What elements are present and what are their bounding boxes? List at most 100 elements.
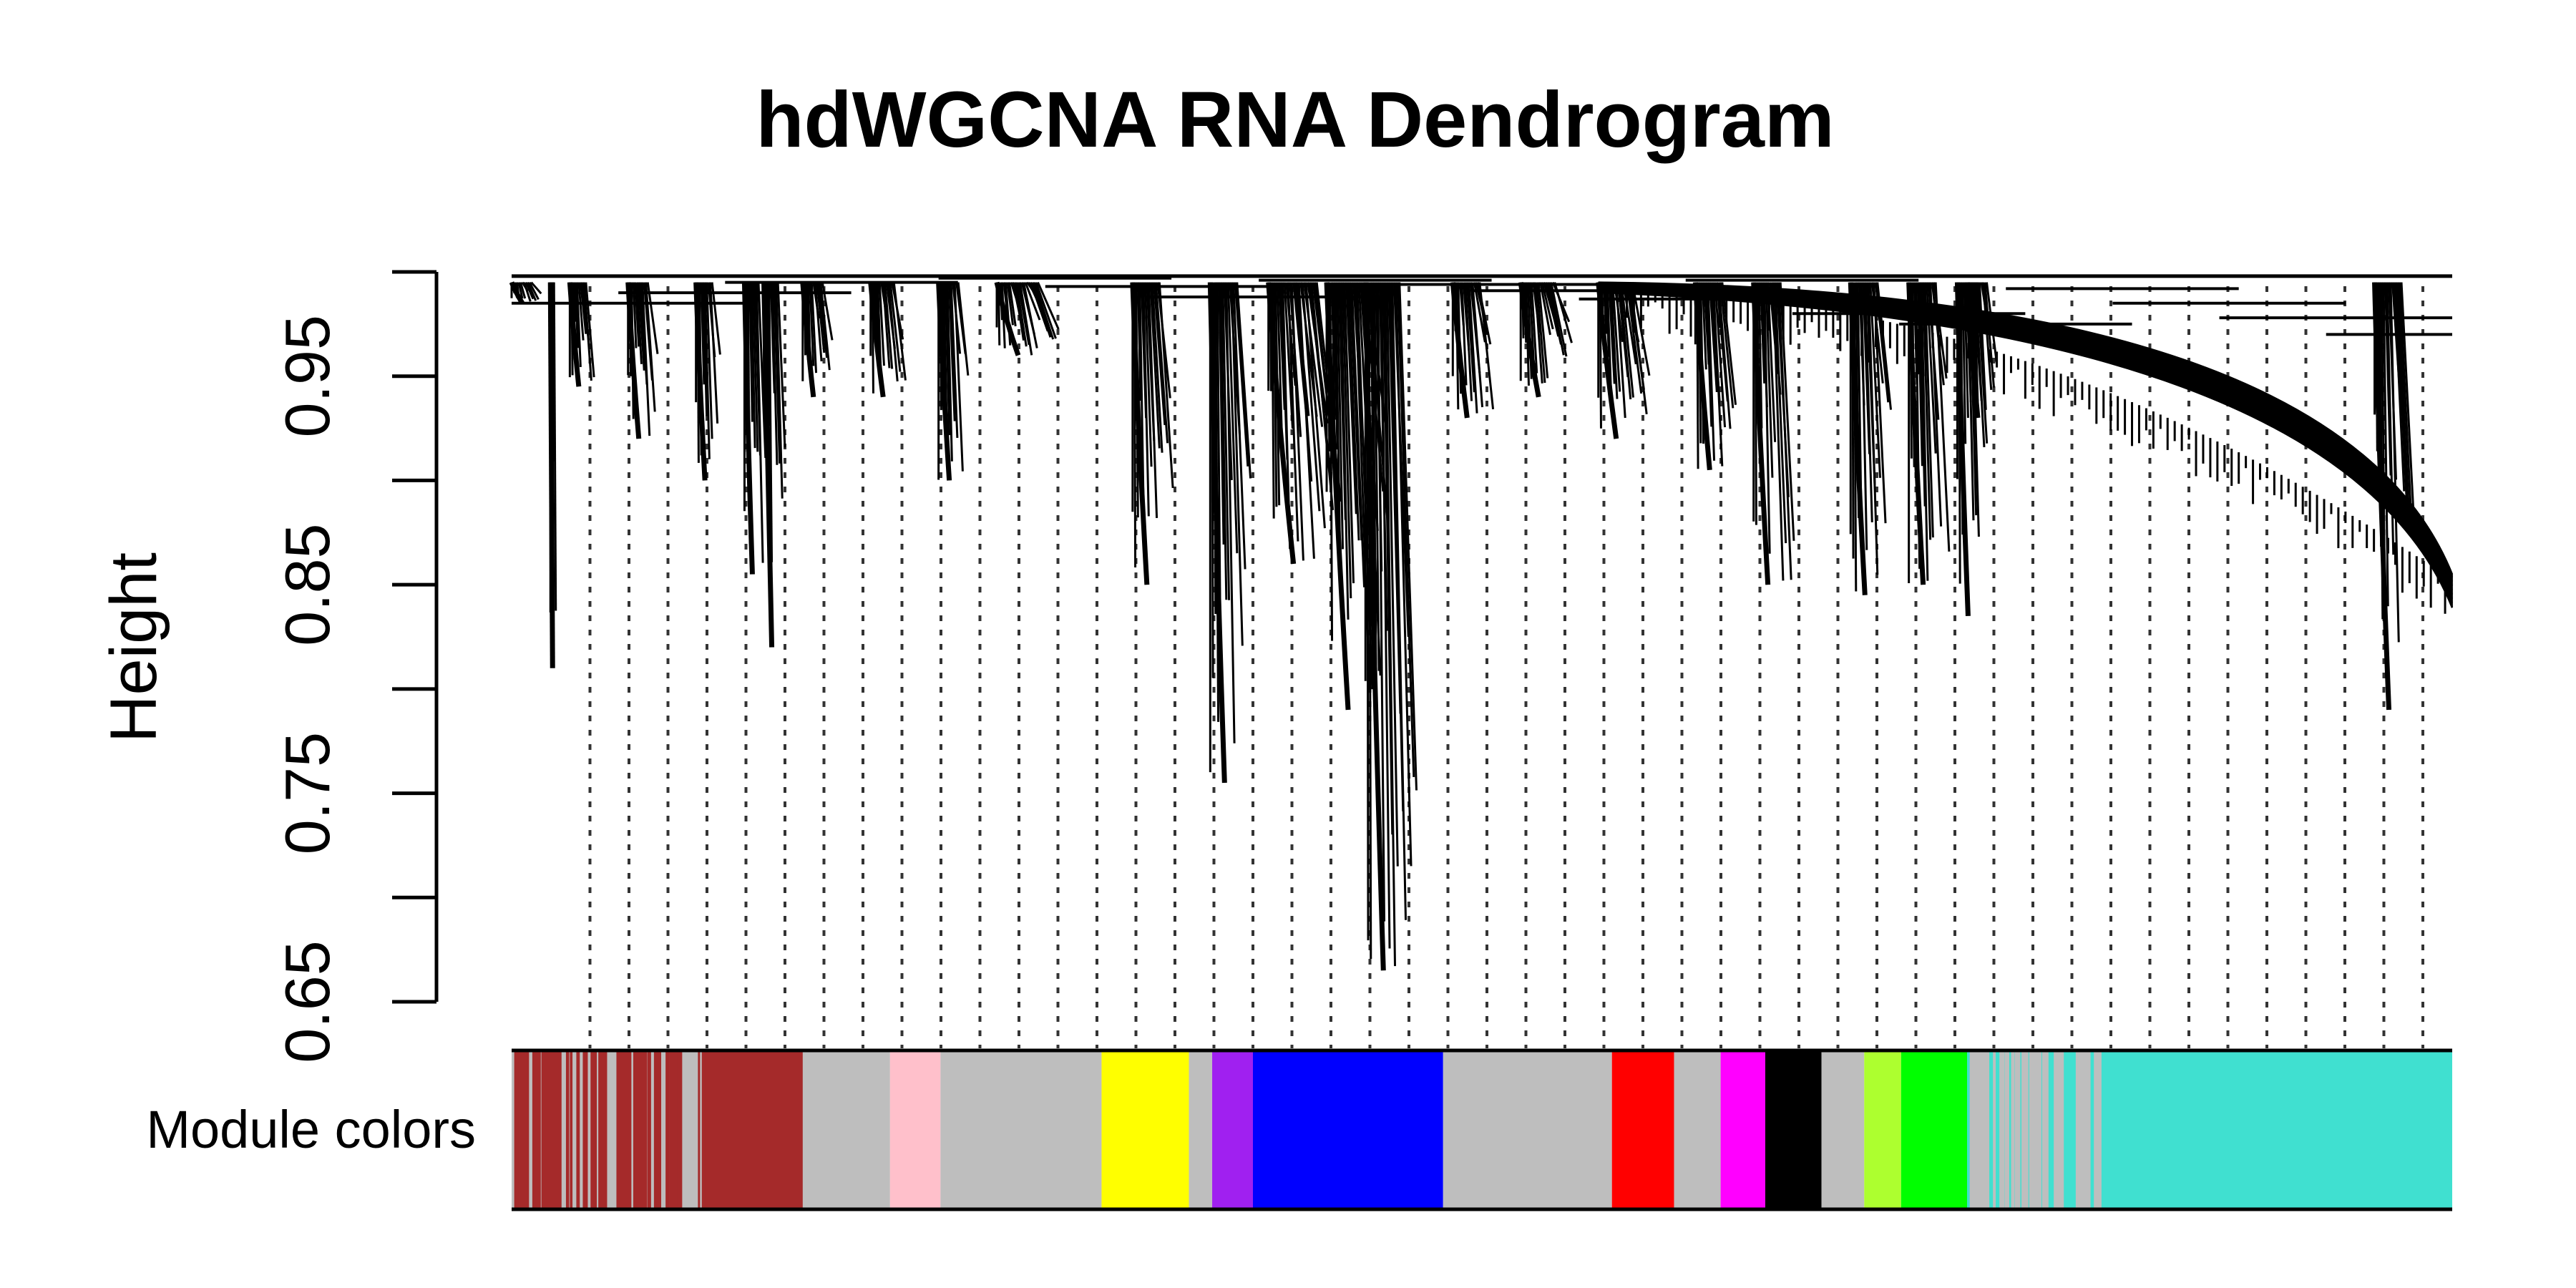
branch-spine (868, 282, 886, 398)
module-mix-stripe (1969, 1050, 1975, 1209)
module-segment (802, 1050, 890, 1209)
branch-stroke (1142, 282, 1150, 517)
branch (509, 281, 542, 305)
module-mix-stripe (616, 1050, 623, 1209)
branch-stroke (1922, 282, 1932, 540)
branch-spine (1266, 282, 1297, 565)
branch-stroke (2389, 282, 2400, 643)
branch-stroke (950, 282, 959, 439)
branch-stroke (889, 282, 902, 372)
branch-stroke (1236, 282, 1252, 479)
branch-stroke (1765, 282, 1774, 478)
branch-stroke (1158, 282, 1174, 489)
module-segment (1189, 1050, 1213, 1209)
branch-stroke (953, 282, 964, 472)
branch-stroke (706, 282, 713, 439)
branch (761, 282, 786, 648)
branch-stroke (1468, 282, 1478, 414)
module-color-bar (512, 1048, 2452, 1211)
module-segment (1443, 1050, 1612, 1209)
branch-stroke (757, 282, 767, 458)
module-mix-stripe (598, 1050, 605, 1209)
branch-stroke (579, 282, 587, 334)
branch (1906, 282, 1951, 585)
branch-stroke (816, 282, 826, 353)
branch-stroke (1615, 282, 1626, 419)
branch (625, 282, 659, 439)
module-mix-stripe (703, 1050, 706, 1209)
branch-stroke (1536, 282, 1546, 384)
branch-stroke (1473, 282, 1486, 343)
branch-stroke (1717, 282, 1732, 429)
module-mix-stripe (533, 1050, 539, 1209)
branch-stroke (814, 282, 823, 361)
branch-spine (1130, 282, 1150, 585)
branch-stroke (771, 282, 779, 465)
branch-stroke (1553, 282, 1573, 343)
module-mix-stripe (2004, 1050, 2009, 1209)
branch-stroke (1037, 281, 1060, 330)
branch-stroke (1331, 282, 1336, 420)
branch-stroke (750, 282, 756, 449)
branch-stroke (946, 282, 953, 462)
branch-stroke (878, 282, 885, 366)
branch-spine (761, 282, 775, 648)
branch-spine (1450, 282, 1470, 419)
branch-stroke (1287, 282, 1299, 542)
branch-stroke (574, 282, 580, 348)
module-segment (1901, 1050, 1967, 1209)
module-mix-stripe (1972, 1050, 1977, 1209)
module-segment (1101, 1050, 1189, 1209)
module-mix-stripe (666, 1050, 670, 1209)
branch-stroke (748, 282, 753, 422)
branch-stroke (1626, 282, 1643, 394)
module-mix-stripe (1999, 1050, 2005, 1209)
branch-stroke (1631, 282, 1651, 376)
branch-stroke (1136, 282, 1142, 401)
branch-stroke (776, 282, 786, 448)
branch-stroke (634, 282, 640, 347)
branch (868, 282, 907, 398)
branch-spine (547, 282, 555, 668)
branch-stroke (1304, 282, 1326, 529)
branch-stroke (773, 282, 781, 464)
branch-stroke (1019, 282, 1033, 356)
branch-stroke (1464, 282, 1473, 401)
branch-stroke (1471, 282, 1484, 408)
branch-stroke (552, 282, 557, 611)
branch-stroke (2393, 282, 2406, 492)
branch-stroke (1290, 282, 1304, 561)
branch (1207, 282, 1252, 784)
branch-stroke (1017, 282, 1030, 346)
branch-stroke (1550, 282, 1568, 357)
branch-spine (1596, 282, 1619, 439)
module-mix-stripe (633, 1050, 638, 1209)
branch-stroke (2396, 282, 2411, 525)
branch-stroke (1384, 282, 1397, 967)
branch-stroke (1350, 282, 1366, 587)
branch-stroke (702, 282, 708, 416)
branch-stroke (2395, 282, 2409, 504)
module-mix-stripe (669, 1050, 675, 1209)
branch-stroke (1342, 282, 1352, 599)
module-mix-stripe (637, 1050, 642, 1209)
branch-spine (1518, 282, 1541, 398)
branch-stroke (1395, 282, 1413, 867)
branch-stroke (1013, 282, 1025, 341)
branch-stroke (1225, 282, 1236, 743)
branch-stroke (530, 281, 542, 295)
module-mix-stripe (2094, 1050, 2097, 1209)
branch-stroke (1979, 282, 1987, 410)
branch-stroke (1151, 282, 1163, 453)
branch (1362, 282, 1418, 971)
module-mix-stripe (2079, 1050, 2087, 1209)
branch-stroke (821, 282, 834, 341)
module-segment (1252, 1050, 1443, 1209)
y-axis: 0.65 0.75 0.85 0.95 (272, 270, 439, 1063)
module-segment (889, 1050, 941, 1209)
branch (1266, 282, 1342, 565)
branch-spine (509, 281, 525, 305)
branch-spine (994, 281, 1021, 356)
module-segment (1674, 1050, 1721, 1209)
